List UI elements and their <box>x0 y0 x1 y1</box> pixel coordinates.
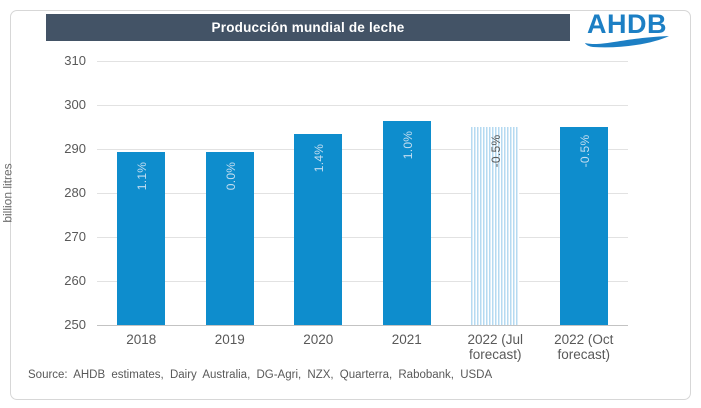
x-axis-label-2019: 2019 <box>214 332 245 347</box>
x-axis-label-2022-oct-forecast: 2022 (Oct forecast) <box>554 332 614 362</box>
bar-2020 <box>294 134 343 325</box>
gridline-300 <box>97 105 628 106</box>
y-tick-label-250: 250 <box>64 317 86 332</box>
bar-value-label-2022-oct-forecast: -0.5% <box>577 135 592 168</box>
ahdb-logo: AHDB <box>583 11 671 49</box>
ahdb-wave-icon <box>585 36 669 48</box>
gridline-280 <box>97 193 628 194</box>
x-axis-label-2021: 2021 <box>391 332 422 347</box>
y-tick-label-280: 280 <box>64 185 86 200</box>
bar-2022-oct-forecast <box>559 127 608 325</box>
bar-2018 <box>117 151 166 325</box>
bar-value-label-2018: 1.1% <box>135 161 150 190</box>
bar-value-label-2021: 1.0% <box>400 130 415 160</box>
gridline-310 <box>97 61 628 62</box>
x-axis-label-2018: 2018 <box>126 332 157 347</box>
bar-value-label-2022-jul-forecast: -0.5% <box>489 135 504 168</box>
y-tick-label-300: 300 <box>64 97 86 112</box>
bar-2021 <box>382 120 431 325</box>
gridline-290 <box>97 149 628 150</box>
y-tick-label-270: 270 <box>64 229 86 244</box>
chart-title: Producción mundial de leche <box>211 20 405 35</box>
gridline-250 <box>97 325 628 326</box>
x-axis-label-2020: 2020 <box>303 332 334 347</box>
gridline-270 <box>97 237 628 238</box>
bar-value-label-2019: 0.0% <box>223 161 238 190</box>
ahdb-logo-text: AHDB <box>587 9 667 39</box>
bar-value-label-2020: 1.4% <box>312 143 327 173</box>
source-note: Source: AHDB estimates, Dairy Australia,… <box>28 369 493 381</box>
y-tick-label-260: 260 <box>64 273 86 288</box>
chart-title-bar: Producción mundial de leche <box>46 14 570 41</box>
x-axis-label-2022-jul-forecast: 2022 (Jul forecast) <box>467 332 524 362</box>
y-tick-label-310: 310 <box>64 53 86 68</box>
y-tick-label-290: 290 <box>64 141 86 156</box>
bar-2019 <box>205 151 254 325</box>
bar-2022-jul-forecast <box>471 127 520 325</box>
gridline-260 <box>97 281 628 282</box>
